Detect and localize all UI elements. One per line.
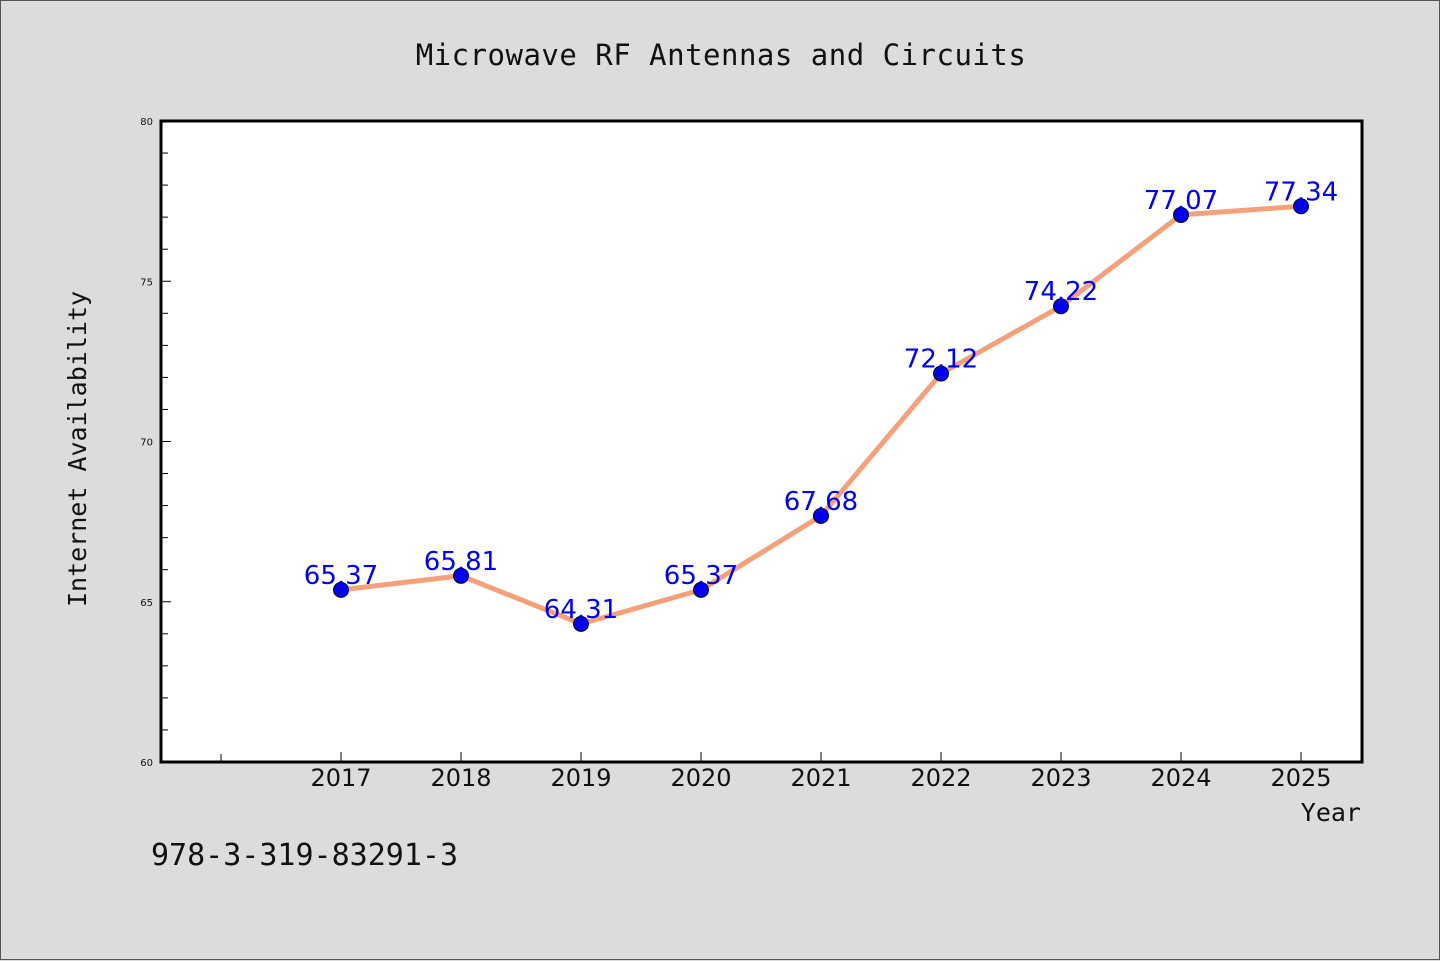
y-tick-label: 60 <box>140 758 153 769</box>
y-tick-label: 70 <box>140 438 153 449</box>
data-label: 65.37 <box>664 561 738 591</box>
series-markers <box>333 198 1309 632</box>
x-axis: 2017 2018 2019 2020 2021 2022 2023 2024 2025 <box>220 752 1332 792</box>
x-tick-label: 2022 <box>910 764 971 792</box>
x-tick-label: 2020 <box>670 764 731 792</box>
x-tick-label: 2021 <box>790 764 851 792</box>
data-label: 65.37 <box>304 561 378 591</box>
data-point <box>933 365 949 382</box>
chart-title: Microwave RF Antennas and Circuits <box>416 38 1027 72</box>
x-tick-label: 2018 <box>430 764 491 792</box>
data-label: 74.22 <box>1024 277 1098 307</box>
data-point <box>693 581 709 598</box>
x-tick-label: 2019 <box>550 764 611 792</box>
data-labels: 65.37 65.81 64.31 65.37 67.68 72.12 74.22 77.07… <box>304 177 1338 625</box>
y-tick-label: 65 <box>140 598 153 609</box>
isbn-text: 978-3-319-83291-3 <box>151 838 458 873</box>
x-tick-label: 2023 <box>1030 764 1091 792</box>
data-point <box>573 615 589 632</box>
data-label: 77.34 <box>1264 177 1338 207</box>
y-axis-label: Internet Availability <box>63 291 92 607</box>
data-point <box>333 581 349 598</box>
data-label: 65.81 <box>424 547 498 577</box>
data-point <box>1173 206 1189 223</box>
data-label: 77.07 <box>1144 186 1218 216</box>
data-point <box>1053 298 1069 315</box>
y-tick-label: 75 <box>140 277 153 288</box>
x-tick-label: 2024 <box>1150 764 1211 792</box>
data-label: 67.68 <box>784 487 858 517</box>
data-label: 72.12 <box>904 345 978 375</box>
data-label: 64.31 <box>544 595 618 625</box>
data-point <box>453 567 469 584</box>
y-tick-label: 80 <box>140 117 153 128</box>
x-axis-label: Year <box>1301 798 1361 827</box>
y-axis: 60 65 70 75 80 <box>140 117 171 769</box>
x-tick-label: 2025 <box>1270 764 1331 792</box>
data-point <box>1293 198 1309 215</box>
x-tick-label: 2017 <box>310 764 371 792</box>
data-point <box>813 507 829 524</box>
